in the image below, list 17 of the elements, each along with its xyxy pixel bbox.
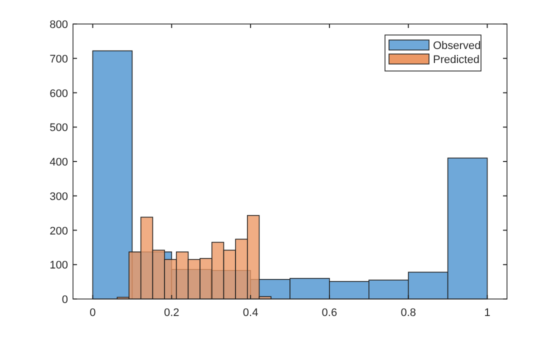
y-tick-label: 0 <box>62 294 68 306</box>
x-tick-label: 0.4 <box>242 307 258 319</box>
y-tick-label: 100 <box>50 260 68 272</box>
x-tick-label: 0.6 <box>322 307 338 319</box>
y-tick-label: 800 <box>50 19 68 31</box>
y-tick-label: 500 <box>50 122 68 134</box>
y-tick-label: 600 <box>50 88 68 100</box>
legend-label: Predicted <box>433 54 480 66</box>
x-tick-label: 0.2 <box>164 307 180 319</box>
y-tick-label: 300 <box>50 190 68 203</box>
y-tick-label: 200 <box>50 225 68 238</box>
x-tick-label: 1 <box>484 307 490 319</box>
y-tick-label: 400 <box>50 156 68 168</box>
legend-label: Observed <box>433 40 481 52</box>
x-tick-label: 0.8 <box>400 307 416 319</box>
y-tick-label: 700 <box>50 53 68 66</box>
x-tick-label: 0 <box>90 307 96 319</box>
